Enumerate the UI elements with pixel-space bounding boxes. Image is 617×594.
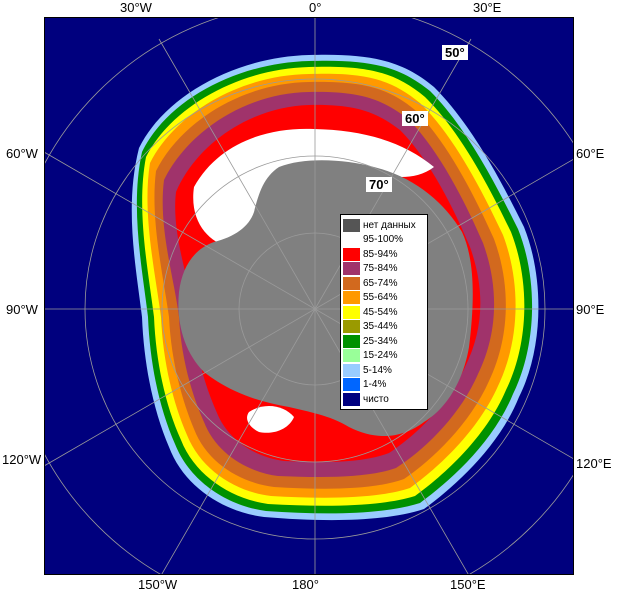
legend-label: 85-94% — [363, 248, 398, 260]
ice-patch-white — [247, 405, 294, 433]
lon-label-bottom: 180° — [292, 577, 319, 592]
legend-label: чисто — [363, 393, 389, 405]
legend-label: 1-4% — [363, 379, 387, 391]
legend-label: 95-100% — [363, 234, 404, 246]
legend-swatch — [343, 247, 360, 261]
lon-label-right: 120°E — [576, 456, 612, 471]
legend-item: 1-4% — [343, 378, 425, 393]
lon-label-bottom: 150°E — [450, 577, 486, 592]
legend-label: 25-34% — [363, 335, 398, 347]
legend-item: 25-34% — [343, 334, 425, 349]
legend-label: 75-84% — [363, 263, 398, 275]
lon-label-left: 120°W — [2, 452, 42, 467]
lat-label: 60° — [402, 111, 428, 126]
legend-swatch — [343, 218, 360, 232]
legend-item: 75-84% — [343, 262, 425, 277]
legend-swatch — [343, 349, 360, 363]
legend-swatch — [343, 363, 360, 377]
legend-label: 5-14% — [363, 364, 392, 376]
legend-swatch — [343, 276, 360, 290]
polar-map — [44, 17, 574, 575]
legend-swatch — [343, 320, 360, 334]
legend-label: 65-74% — [363, 277, 398, 289]
legend-item: 95-100% — [343, 233, 425, 248]
lon-label-left: 60°W — [6, 146, 38, 161]
lon-label-left: 90°W — [6, 302, 38, 317]
lat-label: 50° — [442, 45, 468, 60]
legend-label: 35-44% — [363, 321, 398, 333]
legend-item: 45-54% — [343, 305, 425, 320]
legend-swatch — [343, 262, 360, 276]
lon-label-top: 30°E — [473, 0, 502, 15]
legend-swatch — [343, 378, 360, 392]
legend-swatch — [343, 291, 360, 305]
legend-swatch — [343, 305, 360, 319]
legend-item: чисто — [343, 392, 425, 407]
legend-item: 15-24% — [343, 349, 425, 364]
legend: нет данных 95-100% 85-94% 75-84% 65-74% 55-64… — [340, 214, 428, 410]
legend-swatch — [343, 334, 360, 348]
legend-label: 15-24% — [363, 350, 398, 362]
legend-item: 55-64% — [343, 291, 425, 306]
lon-label-top: 0° — [309, 0, 322, 15]
legend-label: нет данных — [363, 219, 416, 231]
legend-item: 65-74% — [343, 276, 425, 291]
legend-item: нет данных — [343, 218, 425, 233]
legend-item: 5-14% — [343, 363, 425, 378]
lon-label-top: 30°W — [120, 0, 152, 15]
legend-item: 35-44% — [343, 320, 425, 335]
legend-swatch — [343, 392, 360, 406]
lon-label-bottom: 150°W — [138, 577, 178, 592]
lon-label-right: 90°E — [576, 302, 605, 317]
legend-swatch — [343, 233, 360, 247]
lat-label: 70° — [366, 177, 392, 192]
lon-label-right: 60°E — [576, 146, 605, 161]
map-canvas — [44, 17, 574, 575]
legend-label: 55-64% — [363, 292, 398, 304]
legend-item: 85-94% — [343, 247, 425, 262]
legend-label: 45-54% — [363, 306, 398, 318]
